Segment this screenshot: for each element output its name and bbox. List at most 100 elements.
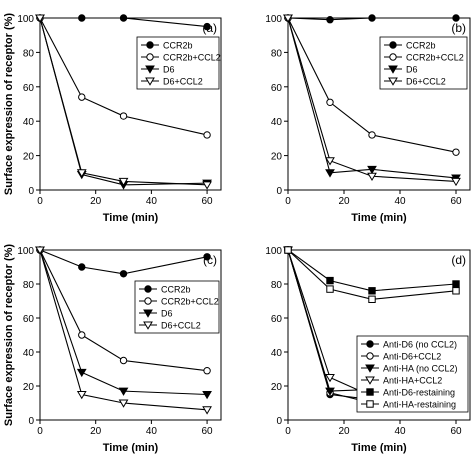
legend-item: D6+CCL2 xyxy=(141,77,203,87)
data-point xyxy=(202,391,212,400)
x-tick-label: 0 xyxy=(285,426,291,437)
legend-item: CCR2b xyxy=(141,41,193,51)
legend-item: D6 xyxy=(141,65,175,75)
x-axis-label: Time (min) xyxy=(351,212,407,224)
plot-frame xyxy=(39,17,222,191)
y-axis-label: Surface expression of receptor (%) xyxy=(3,244,15,427)
legend-label: Anti-D6-restaining xyxy=(383,388,455,398)
legend-item: Anti-HA (no CCL2) xyxy=(361,364,458,374)
data-point xyxy=(119,112,128,120)
chart-panel-c: 0 20 40 60 80 100 0 20 40 60 Time (min) Surface exp… xyxy=(3,244,222,454)
data-point xyxy=(284,246,292,254)
legend: Anti-D6 (no CCL2) Anti-D6+CCL2 Anti-HA (no… xyxy=(356,335,469,413)
y-tick-label: 20 xyxy=(271,382,283,393)
legend-marker xyxy=(389,53,397,61)
series-line xyxy=(39,17,208,136)
y-tick-label: 40 xyxy=(23,117,35,128)
legend-marker xyxy=(388,77,398,86)
legend-marker xyxy=(365,364,375,373)
data-point xyxy=(367,165,377,175)
legend-label: D6 xyxy=(406,65,418,75)
data-point xyxy=(283,14,293,23)
chart-panel-d: 0 20 40 60 80 100 0 20 40 60 Time (min) (d) Anti-D6 … xyxy=(265,246,471,454)
legend-marker xyxy=(145,77,155,86)
y-tick-label: 60 xyxy=(271,83,283,94)
series-line xyxy=(39,249,208,411)
series-line xyxy=(287,17,457,179)
data-point xyxy=(118,387,129,396)
x-tick-label: 60 xyxy=(202,196,214,207)
legend-label: CCR2b xyxy=(161,285,191,295)
legend-marker xyxy=(144,285,152,293)
legend-marker xyxy=(143,321,153,330)
legend-label: D6 xyxy=(163,65,175,75)
legend-label: D6+CCL2 xyxy=(406,77,446,87)
legend-label: CCR2b xyxy=(406,41,436,51)
x-axis-label: Time (min) xyxy=(351,442,407,454)
legend-label: Anti-HA+CCL2 xyxy=(383,376,442,386)
legend-marker xyxy=(366,388,374,396)
y-tick-label: 40 xyxy=(271,348,283,359)
legend-marker xyxy=(146,53,154,61)
y-tick-label: 20 xyxy=(23,152,35,163)
data-point xyxy=(368,295,376,304)
data-point xyxy=(452,287,460,295)
data-point xyxy=(119,14,128,22)
legend-marker xyxy=(365,376,375,385)
legend-item: D6+CCL2 xyxy=(384,77,446,87)
data-point xyxy=(326,98,334,106)
legend: CCR2b CCR2b+CCL2 D6 D6+CCL2 xyxy=(134,280,220,334)
series-line xyxy=(287,17,457,182)
chart-panel-a: 0 20 40 60 80 100 0 20 40 60 Time (min) Surface exp… xyxy=(3,13,222,224)
legend-label: Anti-HA (no CCL2) xyxy=(383,364,458,374)
legend-item: D6+CCL2 xyxy=(139,321,201,331)
y-tick-label: 0 xyxy=(28,186,34,197)
panel-label: (d) xyxy=(451,253,466,267)
plot-frame xyxy=(287,249,471,421)
legend: CCR2b CCR2b+CCL2 D6 D6+CCL2 xyxy=(379,36,468,90)
data-point xyxy=(202,406,212,415)
data-point xyxy=(452,148,460,156)
plot-frame xyxy=(39,249,222,421)
data-point xyxy=(368,131,376,139)
data-point xyxy=(78,93,86,101)
legend-label: D6 xyxy=(161,309,173,319)
x-axis-label: Time (min) xyxy=(103,212,159,224)
y-tick-label: 40 xyxy=(23,348,35,359)
data-point xyxy=(202,181,212,190)
legend-marker xyxy=(388,65,398,74)
data-point xyxy=(452,14,460,22)
data-point xyxy=(368,287,376,295)
legend-label: Anti-D6+CCL2 xyxy=(383,352,441,362)
series-line xyxy=(287,17,456,21)
x-tick-label: 20 xyxy=(338,196,350,207)
data-point xyxy=(203,253,211,261)
legend-marker xyxy=(146,41,154,49)
data-point xyxy=(325,169,335,178)
data-point xyxy=(35,246,45,255)
series-line xyxy=(287,249,457,292)
legend: CCR2b CCR2b+CCL2 D6 D6+CCL2 xyxy=(136,36,221,90)
y-tick-label: 100 xyxy=(17,14,34,25)
data-point xyxy=(76,391,87,400)
series-line xyxy=(39,17,208,186)
data-point xyxy=(118,177,129,187)
x-tick-label: 40 xyxy=(146,196,158,207)
legend-label: CCR2b+CCL2 xyxy=(406,53,464,63)
data-point xyxy=(325,157,335,166)
data-point xyxy=(119,270,128,278)
data-point xyxy=(325,387,335,396)
y-tick-label: 80 xyxy=(23,280,35,291)
legend-marker xyxy=(389,41,397,49)
legend-marker xyxy=(143,309,153,318)
data-point xyxy=(118,399,129,408)
data-point xyxy=(78,14,86,22)
series-line xyxy=(39,249,208,372)
x-tick-label: 40 xyxy=(394,426,406,437)
series-line xyxy=(40,17,208,28)
y-tick-label: 0 xyxy=(28,416,34,427)
data-point xyxy=(76,169,87,178)
